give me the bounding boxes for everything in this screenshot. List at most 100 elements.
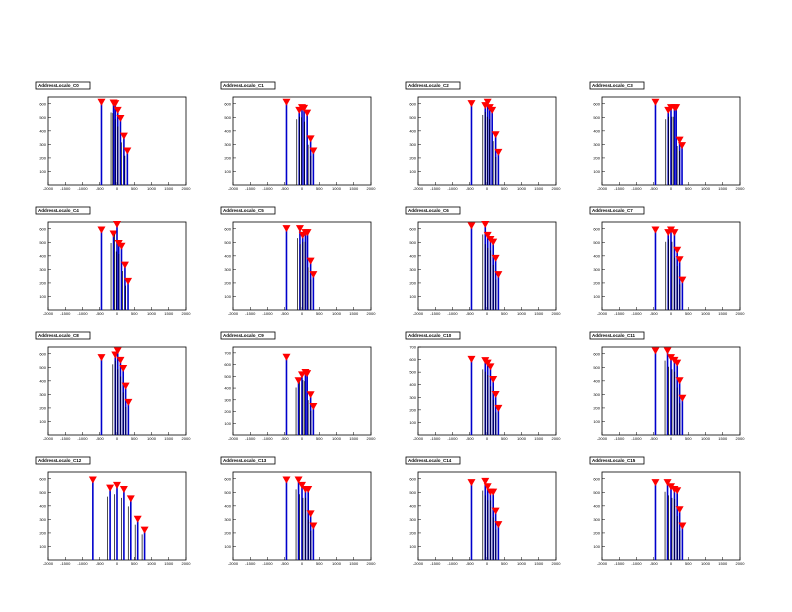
y-tick-label: 500 — [224, 490, 231, 495]
y-tick-label: 500 — [39, 490, 46, 495]
x-tick-label: 1500 — [718, 186, 728, 191]
x-tick-label: 1000 — [701, 436, 711, 441]
y-tick-label: 100 — [593, 419, 600, 424]
y-tick-label: 200 — [224, 280, 231, 285]
y-tick-label: 200 — [593, 155, 600, 160]
peak-marker — [306, 391, 315, 399]
y-tick-label: 400 — [409, 128, 416, 133]
histogram-pad-15: AddressLocalo_C15 -2000 -1500 -1000 -500 0 500… — [589, 456, 746, 566]
x-tick-label: -1500 — [60, 561, 71, 566]
histogram-pad-4: AddressLocalo_C4 -2000 -1500 -1000 -500 0 500 1… — [35, 206, 191, 316]
x-tick-label: 0 — [486, 311, 489, 316]
x-tick-label: -1500 — [60, 436, 71, 441]
x-tick-label: -1500 — [614, 186, 625, 191]
x-tick-label: 2000 — [367, 436, 377, 441]
x-tick-label: -500 — [281, 561, 290, 566]
peak-marker — [483, 98, 492, 106]
y-tick-label: 300 — [39, 392, 46, 397]
x-tick-label: -500 — [466, 561, 475, 566]
y-tick-label: 600 — [409, 357, 416, 362]
y-tick-label: 300 — [224, 142, 231, 147]
x-tick-label: -2000 — [597, 436, 608, 441]
peak-marker — [494, 521, 503, 529]
x-tick-label: 0 — [301, 186, 304, 191]
y-tick-label: 400 — [593, 128, 600, 133]
x-tick-label: -500 — [466, 186, 475, 191]
x-tick-label: 2000 — [736, 436, 746, 441]
x-tick-label: -500 — [466, 436, 475, 441]
peak-marker — [298, 481, 306, 489]
x-tick-label: -500 — [96, 561, 105, 566]
x-tick-label: -1500 — [245, 311, 256, 316]
x-tick-label: -500 — [650, 311, 659, 316]
y-tick-label: 400 — [39, 128, 46, 133]
x-tick-label: 0 — [670, 311, 673, 316]
x-tick-label: 2000 — [736, 311, 746, 316]
x-tick-label: 2000 — [367, 561, 377, 566]
x-tick-label: -1500 — [430, 186, 441, 191]
y-tick-label: 500 — [409, 490, 416, 495]
peak-marker — [673, 359, 682, 367]
x-tick-label: 0 — [486, 561, 489, 566]
y-tick-label: 500 — [224, 240, 231, 245]
title-box — [35, 81, 91, 90]
x-tick-label: 1500 — [349, 436, 359, 441]
x-tick-label: 1500 — [349, 311, 359, 316]
y-tick-label: 100 — [593, 544, 600, 549]
x-tick-label: 1000 — [332, 561, 342, 566]
x-tick-label: -1500 — [430, 436, 441, 441]
peak-marker — [304, 485, 313, 493]
histogram-pad-11: AddressLocalo_C11 -2000 -1500 -1000 -500 0 500… — [589, 331, 746, 441]
x-tick-label: -1500 — [245, 561, 256, 566]
y-tick-label: 500 — [409, 370, 416, 375]
y-tick-label: 100 — [39, 294, 46, 299]
peak-marker — [491, 391, 500, 399]
x-tick-label: 1500 — [164, 561, 174, 566]
x-tick-label: -1000 — [447, 561, 458, 566]
peak-marker — [675, 377, 684, 385]
y-tick-label: 300 — [409, 517, 416, 522]
histogram-pad-1: AddressLocalo_C1 -2000 -1500 -1000 -500 0 500 1… — [220, 81, 376, 191]
x-tick-label: 1000 — [517, 311, 527, 316]
x-tick-label: 1500 — [534, 186, 544, 191]
peak-marker — [282, 353, 291, 361]
y-tick-label: 400 — [593, 378, 600, 383]
y-tick-label: 300 — [39, 267, 46, 272]
x-tick-label: 2000 — [736, 561, 746, 566]
y-tick-label: 500 — [593, 365, 600, 370]
peak-marker — [113, 347, 122, 355]
histogram-title: AddressLocalo_C6 — [408, 208, 449, 213]
peak-marker — [494, 404, 503, 412]
y-tick-label: 100 — [39, 544, 46, 549]
x-tick-label: -1500 — [614, 561, 625, 566]
x-tick-label: 500 — [131, 311, 138, 316]
y-tick-label: 500 — [39, 115, 46, 120]
peak-marker — [491, 131, 500, 139]
histogram-title: AddressLocalo_C1 — [223, 83, 264, 88]
histogram-pad-5: AddressLocalo_C5 -2000 -1500 -1000 -500 0 500 1… — [220, 206, 376, 316]
peak-marker — [309, 147, 318, 155]
y-tick-label: 600 — [593, 351, 600, 356]
x-tick-label: 2000 — [552, 311, 562, 316]
y-tick-label: 300 — [39, 517, 46, 522]
peak-marker — [123, 147, 132, 155]
x-tick-label: 500 — [316, 561, 323, 566]
x-tick-label: -2000 — [413, 186, 424, 191]
x-tick-label: 0 — [670, 186, 673, 191]
x-tick-label: -1000 — [447, 436, 458, 441]
x-tick-label: 500 — [131, 561, 138, 566]
peak-marker — [494, 271, 503, 279]
x-tick-label: 1000 — [517, 186, 527, 191]
histogram-pad-7: AddressLocalo_C7 -2000 -1500 -1000 -500 0 500 1… — [589, 206, 746, 316]
x-tick-label: 1500 — [349, 561, 359, 566]
x-tick-label: 1500 — [164, 436, 174, 441]
x-tick-label: -1500 — [430, 311, 441, 316]
peak-marker — [670, 229, 679, 237]
x-tick-label: -1500 — [614, 311, 625, 316]
x-tick-label: -500 — [96, 186, 105, 191]
title-box — [220, 456, 276, 465]
y-tick-label: 100 — [409, 544, 416, 549]
peak-marker — [126, 495, 135, 503]
peak-marker — [467, 355, 476, 363]
peak-marker — [467, 222, 476, 230]
